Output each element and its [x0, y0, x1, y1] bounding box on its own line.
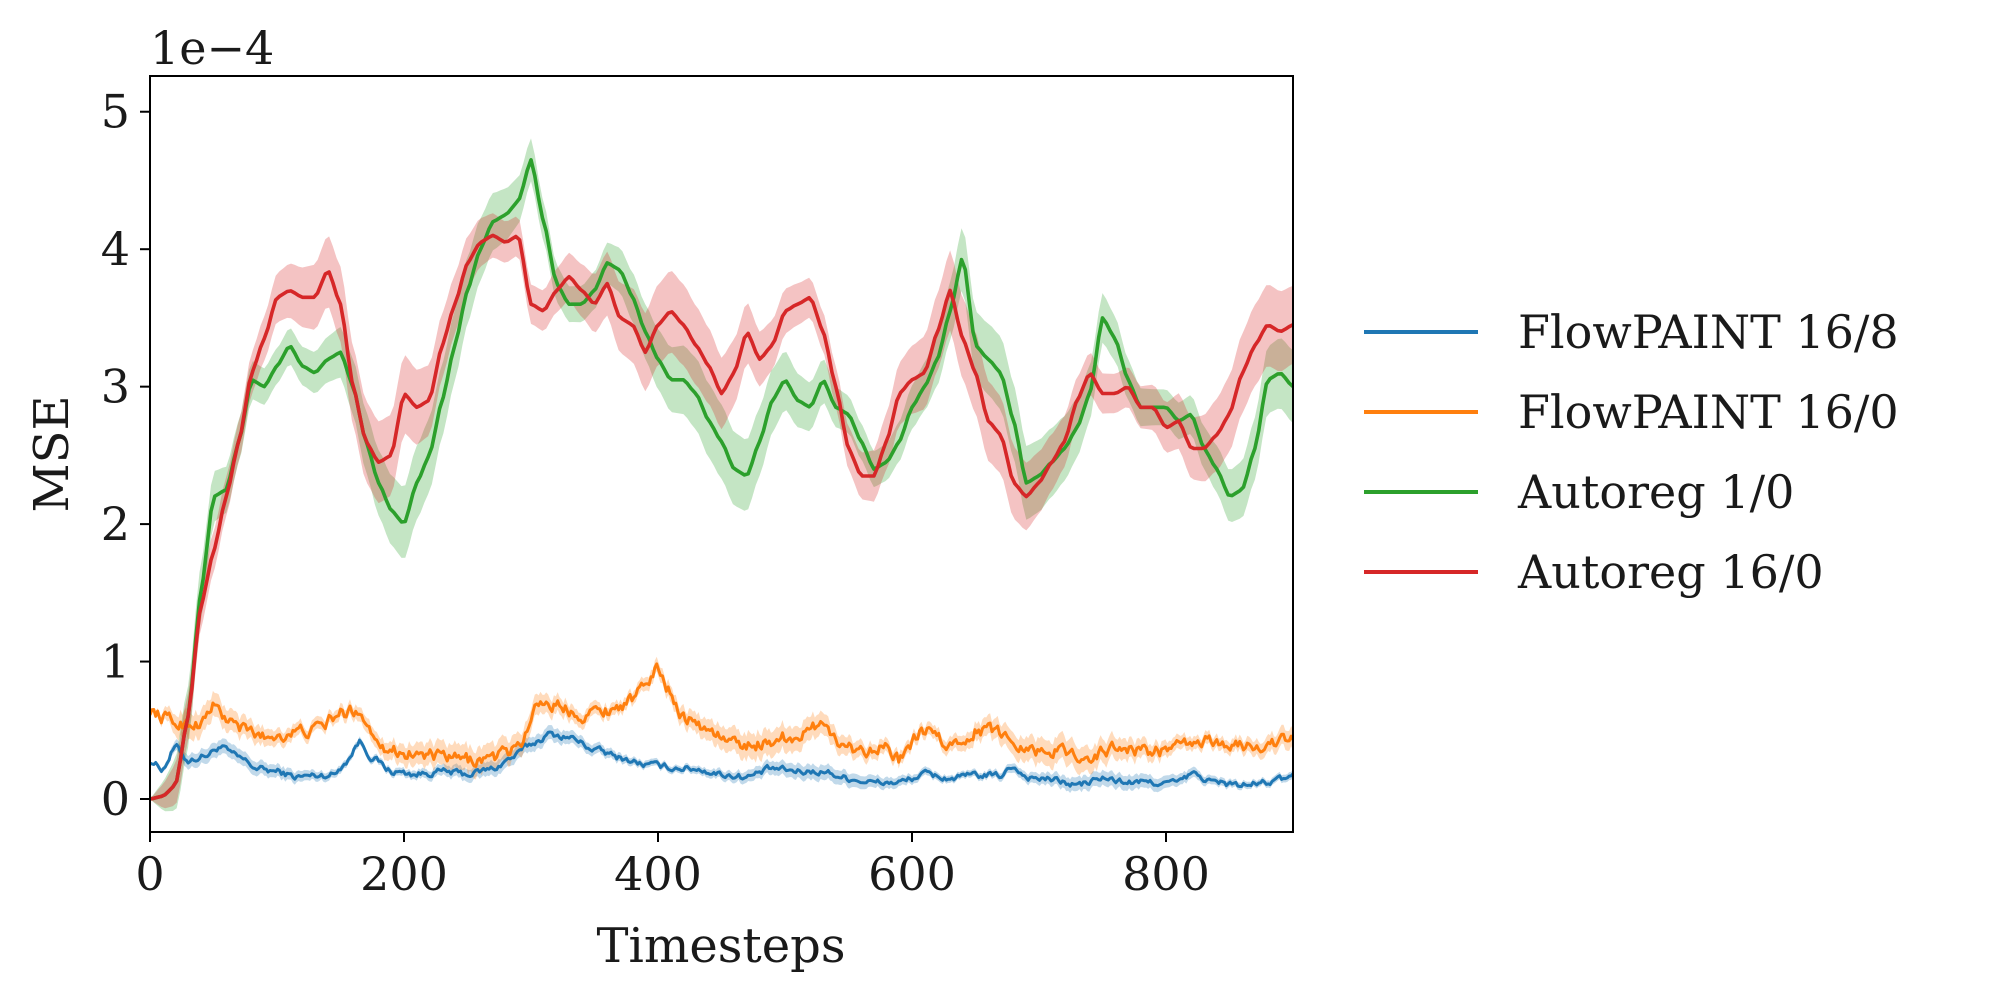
line-autoreg-16-0: [150, 233, 1293, 801]
band-flowpaint-16-8: [150, 725, 1293, 793]
confidence-bands: [150, 138, 1293, 812]
line-flowpaint-16-8: [150, 730, 1293, 788]
y-tick-label: 5: [101, 85, 130, 139]
legend-entry-label: Autoreg 16/0: [1517, 545, 1824, 599]
x-tick-label: 400: [614, 847, 702, 901]
band-flowpaint-16-0: [150, 656, 1293, 780]
series-lines: [150, 158, 1293, 801]
x-axis: 0 200 400 600 800: [135, 832, 1210, 901]
legend-entry-label: FlowPAINT 16/8: [1518, 305, 1899, 359]
x-axis-title: Timesteps: [597, 918, 846, 974]
line-autoreg-1-0: [150, 158, 1293, 801]
y-tick-label: 4: [101, 222, 130, 276]
legend-entry-label: Autoreg 1/0: [1517, 465, 1794, 519]
y-tick-label: 3: [101, 360, 130, 414]
y-tick-label: 2: [101, 497, 130, 551]
y-scale-offset-label: 1e−4: [150, 21, 274, 75]
legend-entry-label: FlowPAINT 16/0: [1518, 385, 1899, 439]
y-axis: 0 1 2 3 4 5: [101, 85, 150, 826]
x-tick-label: 800: [1122, 847, 1210, 901]
x-tick-label: 0: [135, 847, 164, 901]
band-autoreg-1-0: [150, 138, 1293, 812]
y-tick-label: 1: [101, 635, 130, 689]
x-tick-label: 600: [868, 847, 956, 901]
band-autoreg-16-0: [150, 213, 1293, 809]
legend: FlowPAINT 16/8 FlowPAINT 16/0 Autoreg 1/0 A…: [1364, 305, 1899, 599]
y-tick-label: 0: [101, 772, 130, 826]
x-tick-label: 200: [360, 847, 448, 901]
line-flowpaint-16-0: [150, 662, 1293, 768]
y-axis-title: MSE: [24, 395, 80, 512]
plot-frame: [149, 75, 1294, 833]
